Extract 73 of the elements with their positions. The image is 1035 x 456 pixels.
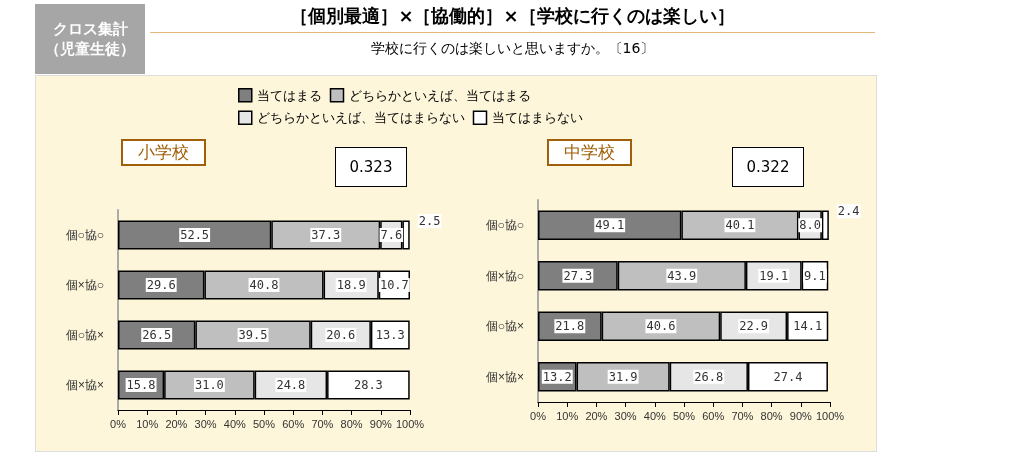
x-tick-label: 40% — [643, 409, 667, 422]
data-label: 14.1 — [793, 319, 823, 334]
x-tick-label: 90% — [369, 417, 393, 430]
x-tick-label: 0% — [110, 417, 127, 430]
y-tick-label: 個○協○ — [485, 218, 524, 233]
chart-title: 小学校 — [138, 143, 189, 162]
y-tick-label: 個×協○ — [485, 268, 524, 283]
data-label: 31.9 — [608, 369, 638, 384]
x-tick-label: 20% — [165, 417, 188, 430]
x-tick-label: 50% — [252, 417, 276, 430]
x-tick-label: 10% — [556, 409, 579, 422]
data-label: 18.9 — [336, 278, 366, 292]
data-label: 43.9 — [667, 268, 697, 283]
legend-label: 当てはまらない — [491, 110, 583, 126]
x-tick-label: 50% — [672, 409, 696, 422]
data-label: 49.1 — [595, 218, 625, 233]
y-tick-label: 個○協× — [485, 319, 524, 334]
x-tick-label: 0% — [530, 409, 547, 422]
data-label: 9.1 — [804, 268, 826, 283]
data-label: 31.0 — [194, 378, 224, 392]
x-tick-label: 30% — [614, 409, 637, 422]
x-tick-label: 10% — [136, 417, 159, 430]
data-label: 52.5 — [180, 228, 210, 242]
y-tick-label: 個○協○ — [65, 228, 104, 242]
x-tick-label: 60% — [282, 417, 305, 430]
legend-label: 当てはまる — [256, 87, 322, 103]
x-tick-label: 90% — [789, 409, 813, 422]
data-label: 19.1 — [759, 268, 789, 283]
data-label: 40.8 — [249, 278, 279, 292]
data-label: 22.9 — [739, 319, 769, 334]
data-label: 28.3 — [353, 378, 383, 392]
x-tick-label: 100% — [395, 417, 425, 430]
y-tick-label: 個×協× — [65, 378, 104, 392]
text: クロス集計（児童生徒） — [35, 4, 145, 74]
x-tick-label: 70% — [731, 409, 754, 422]
y-tick-label: 個×協○ — [65, 278, 104, 292]
text: 学校に行くのは楽しいと思いますか。〔16〕 — [369, 40, 656, 58]
x-tick-label: 80% — [760, 409, 783, 422]
data-label: 15.8 — [126, 378, 156, 392]
data-label: 26.5 — [142, 328, 172, 342]
data-label: 40.1 — [725, 218, 755, 233]
text: ［個別最適］×［協働的］×［学校に行くのは楽しい］ — [150, 4, 875, 33]
data-label: 21.8 — [555, 319, 585, 334]
data-label: 24.8 — [276, 378, 306, 392]
data-label: 2.5 — [418, 214, 441, 228]
data-label: 37.3 — [311, 228, 341, 242]
data-label: 39.5 — [238, 328, 268, 342]
data-label: 13.2 — [542, 369, 572, 384]
text: 0.323 — [335, 147, 407, 187]
x-tick-label: 60% — [702, 409, 725, 422]
data-label: 20.6 — [326, 328, 356, 342]
data-label: 13.3 — [375, 328, 405, 342]
y-tick-label: 個×協× — [485, 369, 524, 384]
data-label: 29.6 — [146, 278, 176, 292]
x-tick-label: 70% — [311, 417, 334, 430]
x-tick-label: 30% — [194, 417, 217, 430]
x-tick-label: 80% — [340, 417, 363, 430]
legend-label: どちらかといえば、当てはまらない — [256, 110, 465, 126]
x-tick-label: 100% — [815, 409, 845, 422]
data-label: 27.4 — [773, 369, 803, 384]
data-label: 2.4 — [837, 204, 860, 219]
data-label: 7.6 — [380, 228, 403, 242]
text: 0.322 — [732, 147, 804, 187]
data-label: 27.3 — [563, 268, 593, 283]
data-label: 40.6 — [646, 319, 676, 334]
legend-label: どちらかといえば、当てはまる — [348, 87, 531, 103]
x-tick-label: 20% — [585, 409, 608, 422]
x-tick-label: 40% — [223, 417, 247, 430]
data-label: 10.7 — [379, 278, 409, 292]
chart-title: 中学校 — [564, 143, 615, 162]
data-label: 8.0 — [799, 218, 821, 233]
data-label: 26.8 — [694, 369, 724, 384]
y-tick-label: 個○協× — [65, 328, 104, 342]
